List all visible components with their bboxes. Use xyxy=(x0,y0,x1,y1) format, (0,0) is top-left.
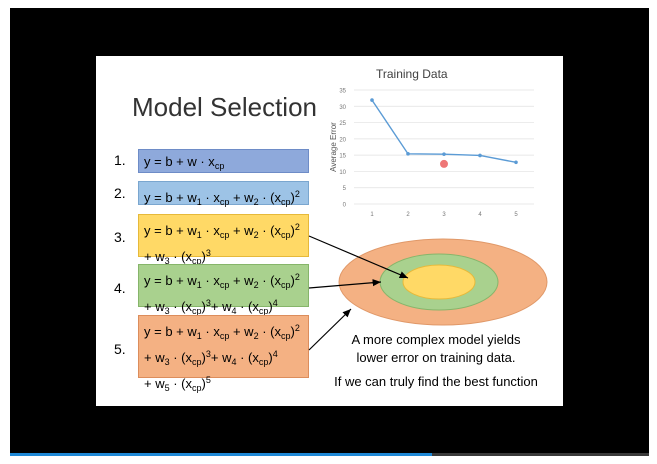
slide: Model Selection 1. 2. 3. 4. 5. y = b + w… xyxy=(96,56,563,406)
model-number-2: 2. xyxy=(114,185,126,201)
arrow-model-3 xyxy=(308,235,409,279)
training-error-chart: 0 5 10 15 20 25 30 35 1 2 3 4 5 Average Error xyxy=(329,89,534,218)
model-number-3: 3. xyxy=(114,229,126,245)
y-tick-label: 25 xyxy=(339,121,346,127)
x-tick-label: 3 xyxy=(442,212,446,218)
y-tick-label: 30 xyxy=(339,105,346,111)
y-tick-label: 5 xyxy=(343,186,347,192)
y-axis-label: Average Error xyxy=(329,122,338,172)
slide-title: Model Selection xyxy=(132,92,317,122)
y-tick-label: 20 xyxy=(339,137,346,143)
data-point xyxy=(370,98,374,102)
chart-title: Training Data xyxy=(376,67,448,81)
caption-line-2: lower error on training data. xyxy=(356,350,516,365)
data-point xyxy=(406,152,410,156)
model-formula-2: y = b + w1 · xcp + w2 · (xcp)2 xyxy=(138,181,309,207)
y-tick-label: 0 xyxy=(343,203,347,209)
arrow-model-4 xyxy=(308,279,382,289)
data-point xyxy=(514,160,518,165)
model-space-3-ellipse xyxy=(402,264,476,300)
video-progress-bar[interactable] xyxy=(10,453,649,456)
x-tick-label: 2 xyxy=(406,212,410,218)
model-number-5: 5. xyxy=(114,341,126,357)
x-tick-label: 4 xyxy=(478,212,482,218)
data-point xyxy=(442,152,446,156)
cursor-marker xyxy=(440,159,448,168)
model-formula-3: y = b + w1 · xcp + w2 · (xcp)2 + w3 · (xc… xyxy=(138,214,309,266)
video-progress-fill xyxy=(10,453,432,456)
model-number-4: 4. xyxy=(114,280,126,296)
model-formula-4: y = b + w1 · xcp + w2 · (xcp)2 + w3 · (xc… xyxy=(138,264,309,316)
diagram-layer xyxy=(308,235,548,351)
caption-line-1: A more complex model yields xyxy=(351,332,521,347)
data-point xyxy=(478,153,482,158)
x-tick-label: 5 xyxy=(514,212,518,218)
arrow-model-5 xyxy=(308,308,352,351)
caption-line-3: If we can truly find the best function xyxy=(334,374,538,389)
model-number-1: 1. xyxy=(114,152,126,168)
model-formula-1: y = b + w · xcp xyxy=(138,149,309,173)
y-tick-label: 10 xyxy=(339,170,346,176)
y-tick-label: 15 xyxy=(339,154,346,160)
y-tick-label: 35 xyxy=(339,89,346,95)
model-formula-5: y = b + w1 · xcp + w2 · (xcp)2 + w3 · (xc… xyxy=(138,315,309,393)
x-tick-label: 1 xyxy=(370,212,374,218)
